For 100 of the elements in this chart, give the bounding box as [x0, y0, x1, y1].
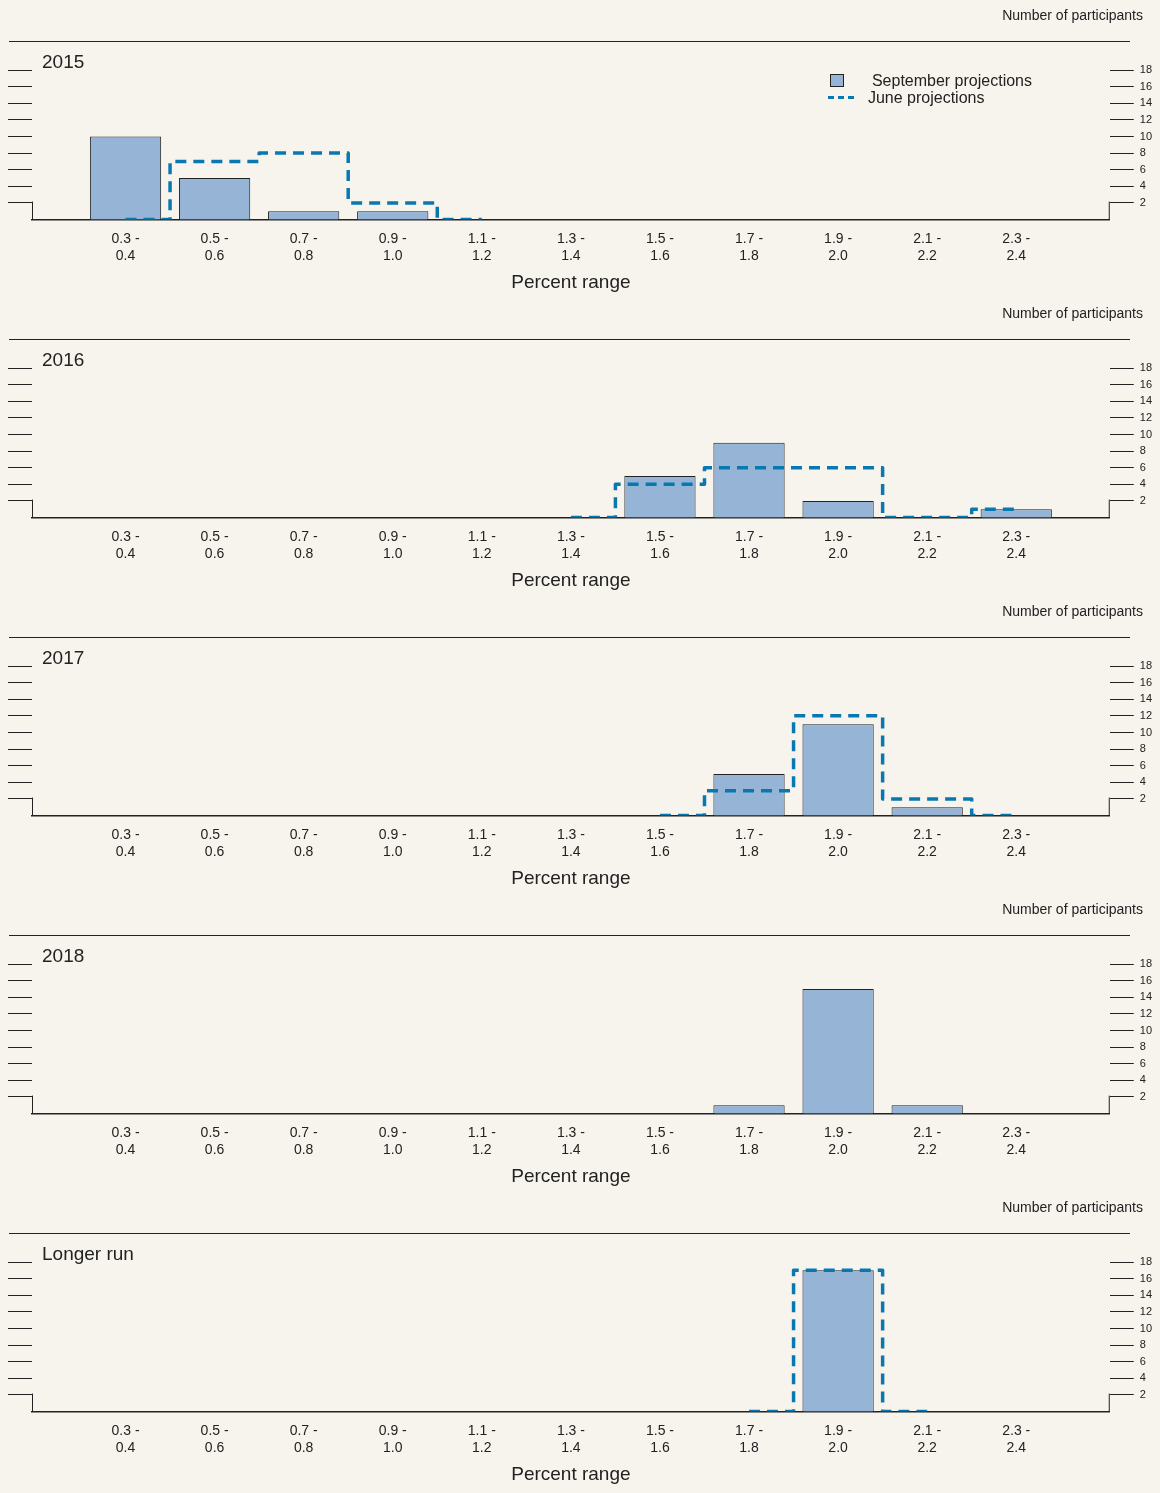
y-tick-label: 10 — [1139, 427, 1153, 440]
chart-title: 2016 — [42, 349, 85, 371]
y-tick-label: 6 — [1139, 1354, 1146, 1367]
x-tick-label: 1.9 - 2.0 — [824, 229, 853, 263]
x-tick-label: 1.9 - 2.0 — [824, 1421, 853, 1455]
x-tick-label: 0.7 - 0.8 — [289, 527, 319, 561]
y-tick-label: 2 — [1139, 792, 1146, 805]
y-axis-title: Number of participants — [1002, 901, 1143, 917]
x-tick-label: 0.7 - 0.8 — [289, 1123, 319, 1157]
chart-title: 2017 — [42, 647, 85, 669]
y-tick-label: 2 — [1139, 1388, 1146, 1401]
y-tick-label: 16 — [1139, 1271, 1153, 1284]
x-tick-label: 1.7 - 1.8 — [735, 527, 764, 561]
x-tick-label: 1.9 - 2.0 — [824, 825, 853, 859]
x-tick-label: 1.3 - 1.4 — [556, 527, 586, 561]
x-tick-label: 0.5 - 0.6 — [200, 1123, 229, 1157]
x-tick-label: 2.1 - 2.2 — [913, 527, 942, 561]
y-tick-label: 8 — [1139, 444, 1146, 457]
x-tick-label: 2.3 - 2.4 — [1002, 527, 1031, 561]
y-tick-label: 10 — [1139, 1023, 1153, 1036]
x-axis-title: Percent range — [511, 866, 631, 888]
y-tick-label: 16 — [1139, 79, 1153, 92]
y-tick-label: 4 — [1139, 1371, 1146, 1384]
y-tick-label: 14 — [1139, 96, 1153, 109]
x-tick-label: 0.5 - 0.6 — [200, 1421, 229, 1455]
x-tick-label: 0.3 - 0.4 — [111, 527, 140, 561]
y-tick-label: 14 — [1139, 394, 1153, 407]
legend-label: June projections — [867, 89, 985, 106]
x-tick-label: 1.5 - 1.6 — [645, 1123, 675, 1157]
x-tick-label: 2.3 - 2.4 — [1002, 229, 1031, 263]
y-tick-label: 4 — [1139, 477, 1146, 490]
y-tick-label: 16 — [1139, 377, 1153, 390]
x-tick-label: 2.3 - 2.4 — [1002, 1123, 1031, 1157]
x-tick-label: 1.3 - 1.4 — [556, 825, 586, 859]
y-tick-label: 10 — [1139, 1321, 1153, 1334]
x-tick-label: 1.5 - 1.6 — [645, 1421, 675, 1455]
y-tick-label: 16 — [1139, 675, 1153, 688]
x-tick-label: 1.9 - 2.0 — [824, 1123, 853, 1157]
y-tick-label: 8 — [1139, 146, 1146, 159]
x-tick-label: 0.5 - 0.6 — [200, 527, 229, 561]
y-tick-label: 4 — [1139, 179, 1146, 192]
y-tick-label: 6 — [1139, 758, 1146, 771]
y-tick-label: 8 — [1139, 742, 1146, 755]
y-tick-label: 16 — [1139, 973, 1153, 986]
x-tick-label: 0.5 - 0.6 — [200, 229, 229, 263]
y-tick-label: 12 — [1139, 708, 1153, 721]
y-tick-label: 18 — [1139, 63, 1153, 76]
x-tick-label: 2.1 - 2.2 — [913, 825, 942, 859]
y-tick-label: 2 — [1139, 196, 1146, 209]
y-tick-label: 6 — [1139, 162, 1146, 175]
x-tick-label: 0.5 - 0.6 — [200, 825, 229, 859]
y-tick-label: 12 — [1139, 1006, 1153, 1019]
x-tick-label: 2.3 - 2.4 — [1002, 1421, 1031, 1455]
x-tick-label: 0.9 - 1.0 — [378, 1123, 408, 1157]
y-tick-label: 8 — [1139, 1040, 1146, 1053]
x-tick-label: 1.3 - 1.4 — [556, 1123, 586, 1157]
y-tick-label: 12 — [1139, 410, 1153, 423]
x-tick-label: 1.5 - 1.6 — [645, 825, 675, 859]
y-tick-label: 8 — [1139, 1338, 1146, 1351]
x-tick-label: 1.1 - 1.2 — [467, 1123, 497, 1157]
y-tick-label: 18 — [1139, 361, 1153, 374]
x-tick-label: 0.7 - 0.8 — [289, 1421, 319, 1455]
x-axis-title: Percent range — [511, 1462, 631, 1484]
y-axis-title: Number of participants — [1002, 1199, 1143, 1215]
x-tick-label: 2.1 - 2.2 — [913, 1123, 942, 1157]
x-tick-label: 1.3 - 1.4 — [556, 229, 586, 263]
y-tick-label: 12 — [1139, 112, 1153, 125]
y-tick-label: 2 — [1139, 494, 1146, 507]
x-tick-label: 0.9 - 1.0 — [378, 1421, 408, 1455]
x-tick-label: 1.5 - 1.6 — [645, 229, 675, 263]
x-tick-label: 1.1 - 1.2 — [467, 527, 497, 561]
x-tick-label: 1.3 - 1.4 — [556, 1421, 586, 1455]
x-tick-label: 0.3 - 0.4 — [111, 1421, 140, 1455]
x-tick-label: 0.3 - 0.4 — [111, 825, 140, 859]
x-tick-label: 0.9 - 1.0 — [378, 527, 408, 561]
x-tick-label: 1.9 - 2.0 — [824, 527, 853, 561]
x-axis-title: Percent range — [511, 1164, 631, 1186]
x-tick-label: 0.3 - 0.4 — [111, 1123, 140, 1157]
y-tick-label: 6 — [1139, 1056, 1146, 1069]
chart-title: Longer run — [42, 1243, 134, 1265]
x-tick-label: 1.7 - 1.8 — [735, 825, 764, 859]
y-tick-label: 2 — [1139, 1090, 1146, 1103]
y-tick-label: 14 — [1139, 990, 1153, 1003]
x-tick-label: 1.1 - 1.2 — [467, 1421, 497, 1455]
chart-title: 2018 — [42, 945, 85, 967]
x-axis-title: Percent range — [511, 270, 631, 292]
y-tick-label: 4 — [1139, 775, 1146, 788]
y-tick-label: 6 — [1139, 460, 1146, 473]
y-axis-title: Number of participants — [1002, 305, 1143, 321]
x-tick-label: 1.7 - 1.8 — [735, 1421, 764, 1455]
y-tick-label: 18 — [1139, 957, 1153, 970]
y-tick-label: 4 — [1139, 1073, 1146, 1086]
y-tick-label: 14 — [1139, 692, 1153, 705]
y-tick-label: 14 — [1139, 1288, 1153, 1301]
x-tick-label: 0.7 - 0.8 — [289, 825, 319, 859]
x-tick-label: 1.7 - 1.8 — [735, 229, 764, 263]
x-tick-label: 1.1 - 1.2 — [467, 825, 497, 859]
chart-title: 2015 — [42, 51, 85, 73]
legend-label: September projections — [871, 72, 1032, 89]
x-tick-label: 1.5 - 1.6 — [645, 527, 675, 561]
